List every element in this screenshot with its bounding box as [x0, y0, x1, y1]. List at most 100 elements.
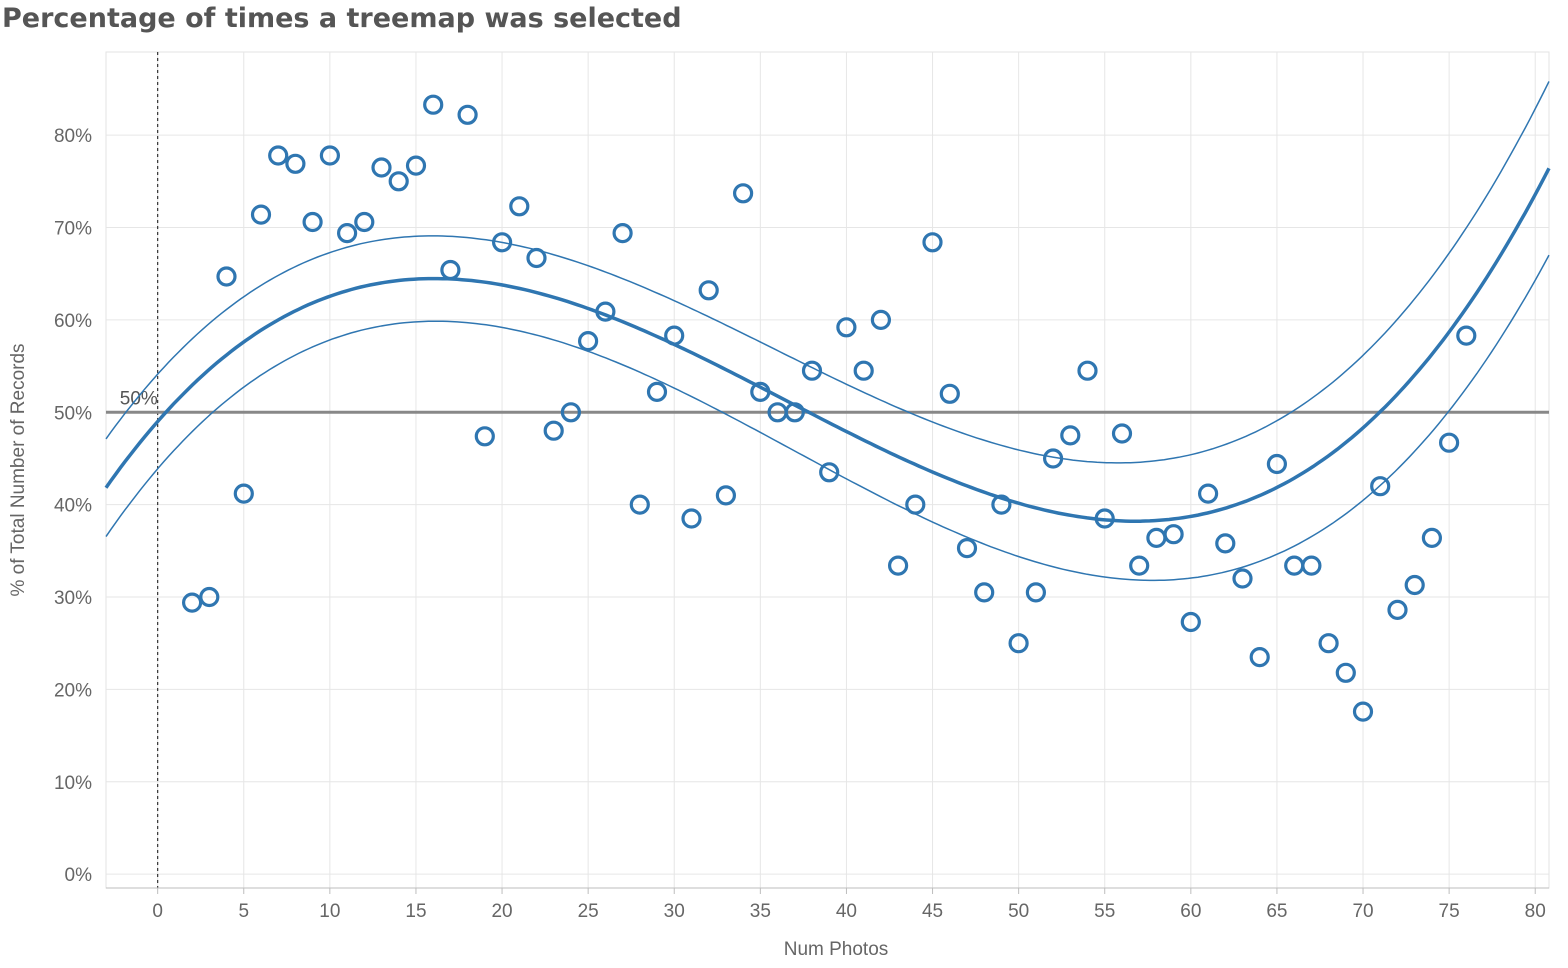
data-point: [922, 232, 943, 253]
data-point: [1232, 568, 1253, 589]
x-tick-label: 5: [238, 901, 249, 922]
data-point: [1266, 453, 1288, 475]
y-tick-label: 40%: [54, 496, 92, 517]
data-point: [1042, 448, 1064, 469]
data-point: [474, 426, 495, 447]
y-tick-label: 70%: [54, 219, 92, 240]
x-tick-label: 25: [578, 901, 599, 922]
x-tick-label: 30: [664, 901, 685, 922]
data-point: [1404, 574, 1425, 596]
data-point: [1163, 524, 1184, 545]
data-point: [1008, 633, 1029, 654]
data-point: [526, 247, 547, 269]
x-tick-label: 40: [836, 901, 857, 922]
y-tick-label: 0%: [65, 865, 93, 886]
x-axis-ticks: 0 5 10 15 20 25 30 35 40 45 50 55 60 65 70 75 80: [152, 888, 1546, 922]
y-tick-label: 50%: [54, 403, 92, 424]
data-point: [732, 183, 754, 204]
data-point: [1025, 582, 1047, 603]
data-point: [664, 325, 685, 346]
data-point: [302, 211, 323, 233]
data-point: [577, 331, 599, 352]
data-point: [560, 402, 582, 423]
data-point: [1421, 527, 1443, 549]
data-point: [543, 420, 564, 441]
data-point: [457, 104, 478, 125]
data-point: [819, 462, 840, 483]
y-tick-label: 30%: [54, 588, 92, 609]
data-points: [182, 94, 1477, 722]
data-point: [1335, 662, 1356, 683]
x-tick-label: 10: [319, 901, 340, 922]
data-point: [750, 381, 771, 402]
data-point: [1129, 555, 1150, 576]
trend-lower-band: [105, 254, 1550, 582]
x-tick-label: 65: [1266, 901, 1287, 922]
data-point: [646, 381, 668, 402]
data-point: [1094, 508, 1115, 529]
y-tick-label: 60%: [54, 311, 92, 332]
y-tick-label: 80%: [54, 126, 92, 147]
reference-line-label: 50%: [120, 388, 158, 409]
x-tick-label: 15: [405, 901, 426, 922]
data-point: [337, 223, 358, 244]
data-point: [784, 402, 805, 423]
data-point: [423, 94, 444, 115]
data-point: [233, 483, 254, 504]
data-point: [974, 582, 995, 603]
y-axis-title: % of Total Number of Records: [8, 343, 29, 596]
data-point: [1180, 611, 1201, 633]
data-point: [1301, 555, 1322, 576]
data-point: [388, 171, 409, 192]
data-point: [991, 494, 1012, 515]
data-point: [199, 586, 220, 608]
data-point: [956, 537, 978, 559]
data-point: [509, 196, 530, 217]
data-point: [836, 317, 857, 338]
plot-area: [105, 51, 1550, 889]
x-tick-label: 60: [1180, 901, 1201, 922]
data-point: [1077, 360, 1098, 381]
x-tick-label: 20: [491, 901, 512, 922]
x-tick-label: 80: [1525, 901, 1546, 922]
data-point: [319, 145, 340, 166]
data-point: [612, 223, 633, 244]
data-point: [1249, 646, 1270, 668]
x-tick-label: 55: [1094, 901, 1115, 922]
data-point: [405, 155, 427, 176]
data-point: [1352, 701, 1374, 722]
data-point: [354, 211, 375, 233]
y-gridlines: [106, 134, 1549, 875]
x-tick-label: 0: [152, 901, 163, 922]
data-point: [698, 280, 719, 301]
data-point: [887, 555, 909, 576]
data-point: [250, 204, 272, 225]
data-point: [268, 145, 289, 166]
data-point: [1456, 325, 1477, 346]
data-point: [1215, 533, 1236, 554]
data-point: [853, 360, 874, 381]
data-point: [1438, 432, 1460, 453]
data-point: [182, 592, 203, 613]
x-tick-label: 35: [750, 901, 771, 922]
chart-title: Percentage of times a treemap was select…: [2, 3, 682, 34]
data-point: [629, 494, 650, 515]
data-point: [1370, 476, 1391, 497]
data-point: [681, 508, 702, 529]
x-tick-label: 50: [1008, 901, 1029, 922]
x-tick-label: 45: [922, 901, 943, 922]
y-tick-label: 10%: [54, 773, 92, 794]
data-point: [1111, 423, 1133, 444]
data-point: [905, 494, 926, 515]
data-point: [285, 153, 306, 174]
trend-upper-band: [105, 81, 1550, 464]
data-point: [216, 266, 237, 287]
x-axis-title: Num Photos: [784, 939, 889, 960]
x-tick-label: 70: [1352, 901, 1373, 922]
y-tick-label: 20%: [54, 680, 92, 701]
data-point: [595, 301, 616, 322]
data-point: [939, 383, 960, 404]
trend-lines: [104, 81, 1551, 582]
data-point: [440, 259, 461, 281]
